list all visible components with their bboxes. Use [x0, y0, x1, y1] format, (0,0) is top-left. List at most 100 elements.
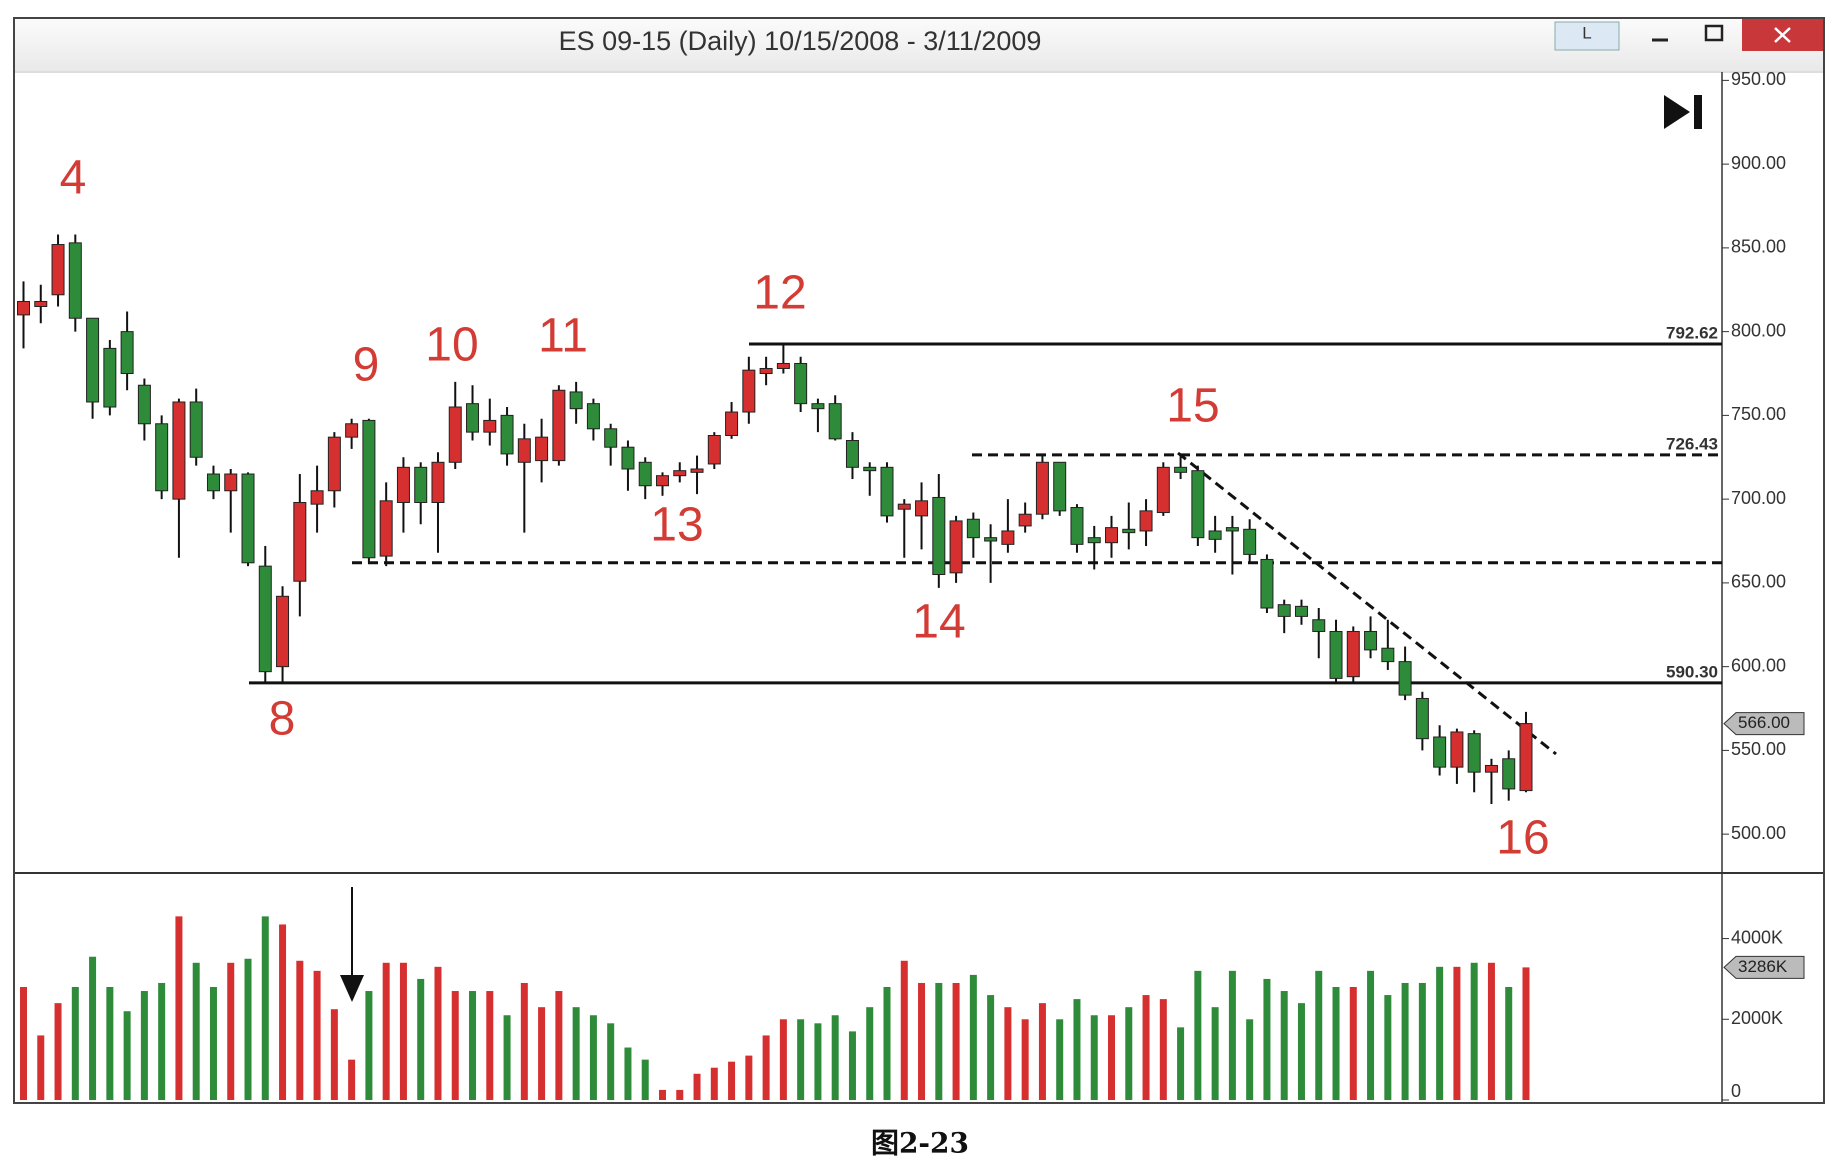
- volume-bar: [641, 1059, 649, 1100]
- candle-body: [379, 500, 393, 557]
- candle-body: [414, 466, 428, 503]
- volume-bar: [1177, 1027, 1185, 1100]
- wave-annotation: 16: [1496, 812, 1549, 865]
- volume-bar: [883, 987, 891, 1100]
- volume-bar: [1263, 978, 1271, 1100]
- volume-bar: [279, 924, 287, 1100]
- wave-annotation: 10: [425, 319, 478, 372]
- candle-body: [1329, 630, 1343, 679]
- l-button-label: L: [1582, 23, 1591, 42]
- volume-bar: [20, 987, 27, 1100]
- candle-body: [68, 242, 82, 319]
- volume-bar: [762, 1035, 770, 1100]
- wave-annotation: 9: [353, 339, 380, 392]
- volume-bar: [1401, 982, 1409, 1100]
- candle-body: [1087, 537, 1101, 544]
- volume-bar: [313, 970, 321, 1100]
- last-price-tag: [1723, 712, 1805, 736]
- volume-bar: [382, 962, 390, 1100]
- maximize-button[interactable]: [1704, 24, 1724, 42]
- candle-body: [1381, 647, 1395, 663]
- candle-body: [17, 300, 30, 316]
- volume-bar: [451, 991, 459, 1100]
- candle-body: [448, 406, 462, 463]
- volume-bar: [797, 1019, 805, 1100]
- candle-body: [949, 520, 963, 574]
- candle-body: [51, 244, 65, 296]
- candle-body: [1174, 466, 1188, 473]
- window-frame: [13, 17, 1825, 1104]
- volume-bar: [538, 1007, 546, 1100]
- candle-body: [932, 496, 946, 576]
- candle-body: [1260, 558, 1274, 609]
- candle-body: [34, 300, 48, 308]
- play-icon[interactable]: [1664, 95, 1690, 129]
- y-tick-label: 550.00: [1731, 739, 1786, 759]
- candle-body: [1312, 619, 1326, 632]
- candle-body: [897, 503, 911, 510]
- candle-body: [707, 434, 721, 465]
- y-tick-label: 950.00: [1731, 69, 1786, 89]
- candle-body: [1225, 527, 1239, 532]
- level-label: 726.43: [1666, 434, 1718, 453]
- candle-body: [1467, 733, 1481, 773]
- last-volume-tag-label: 3286K: [1738, 957, 1788, 976]
- y-tick-label: 650.00: [1731, 572, 1786, 592]
- volume-bar: [658, 1089, 666, 1100]
- candle-body: [1519, 723, 1533, 792]
- volume-bar: [814, 1023, 822, 1100]
- volume-bar: [987, 995, 995, 1100]
- volume-bar: [158, 982, 166, 1100]
- candle-body: [276, 595, 290, 668]
- volume-bar: [1332, 987, 1340, 1100]
- volume-bar: [469, 991, 477, 1100]
- candle-body: [1156, 466, 1170, 514]
- last-price-tag-label: 566.00: [1738, 713, 1790, 732]
- volume-bar: [1487, 962, 1495, 1100]
- candle-body: [206, 473, 220, 492]
- volume-bar: [676, 1089, 684, 1100]
- volume-bar: [296, 960, 304, 1100]
- candle-body: [1502, 758, 1516, 790]
- candle-body: [569, 391, 583, 410]
- volume-bar: [1142, 995, 1150, 1100]
- candle-body: [362, 419, 376, 559]
- candle-body: [759, 367, 773, 375]
- volume-bar: [486, 991, 494, 1100]
- volume-bar: [1470, 962, 1478, 1100]
- volume-bar: [54, 1003, 62, 1100]
- volume-tick-label: 4000K: [1731, 927, 1783, 947]
- volume-bar: [555, 991, 563, 1100]
- y-tick-label: 750.00: [1731, 404, 1786, 424]
- volume-bar: [244, 958, 252, 1100]
- volume-bar: [71, 987, 79, 1100]
- volume-bar: [1038, 1003, 1046, 1100]
- volume-bar: [745, 1055, 753, 1100]
- title-bar: [15, 19, 1823, 71]
- candle-body: [1122, 528, 1136, 534]
- volume-bar: [710, 1067, 718, 1100]
- candle-body: [794, 362, 808, 405]
- volume-bar: [89, 956, 97, 1100]
- candle-body: [500, 414, 514, 455]
- volume-bar: [365, 991, 373, 1100]
- volume-bar: [918, 982, 926, 1100]
- candle-body: [120, 331, 134, 375]
- l-button[interactable]: [1554, 21, 1620, 51]
- y-tick-label: 500.00: [1731, 823, 1786, 843]
- volume-bar: [866, 1007, 874, 1100]
- candle-body: [86, 317, 100, 403]
- y-tick-label: 600.00: [1731, 655, 1786, 675]
- play-icon-bar: [1694, 95, 1702, 129]
- volume-bar: [520, 982, 528, 1100]
- volume-tick-label: 2000K: [1731, 1008, 1783, 1028]
- volume-bar: [1505, 987, 1513, 1100]
- y-tick-label: 700.00: [1731, 488, 1786, 508]
- volume-bar: [503, 1015, 511, 1100]
- wave-annotation: 4: [60, 152, 87, 205]
- arrow-head: [340, 975, 364, 1002]
- candle-body: [103, 347, 117, 408]
- volume-bar: [1108, 1015, 1116, 1100]
